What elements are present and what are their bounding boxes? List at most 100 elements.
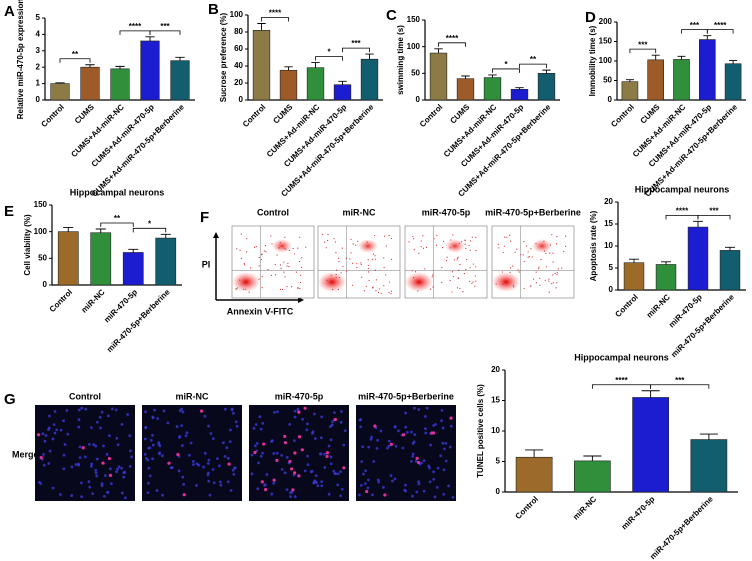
flow-event [431, 276, 433, 278]
nucleus [451, 496, 455, 499]
nucleus [336, 472, 340, 476]
flow-event [433, 238, 435, 240]
error-bar [365, 53, 374, 60]
flow-event [332, 288, 334, 291]
bar [360, 58, 379, 101]
nucleus [128, 434, 132, 438]
flow-event [472, 281, 474, 283]
nucleus [320, 484, 324, 488]
error-bar [63, 226, 74, 232]
flow-event [283, 271, 285, 273]
flow-event [235, 288, 237, 290]
nucleus [62, 467, 66, 471]
tunel-positive [297, 435, 302, 439]
significance-bracket [342, 47, 370, 53]
flow-event [545, 252, 547, 255]
flow-event [280, 268, 282, 270]
flow-event [367, 267, 369, 269]
flow-event [471, 282, 473, 284]
nucleus [275, 410, 279, 414]
nucleus [77, 408, 81, 412]
flow-sample-label: miR-470-5p+Berberine [485, 207, 581, 217]
error-bar [85, 64, 95, 68]
flow-event [429, 288, 432, 290]
flow-event [452, 276, 455, 278]
significance-label: *** [351, 39, 361, 48]
bar [155, 237, 177, 286]
nucleus [226, 480, 230, 484]
y-tick-label: 0 [496, 487, 501, 496]
nucleus [230, 408, 234, 412]
flow-event [366, 241, 368, 243]
nucleus [339, 420, 343, 424]
nucleus [182, 483, 186, 486]
nucleus [120, 423, 124, 426]
nucleus [41, 432, 45, 436]
error-bar [515, 87, 524, 90]
flow-event [549, 252, 551, 254]
flow-event [239, 249, 241, 252]
bar [279, 69, 298, 101]
flow-event [552, 261, 554, 263]
flow-event [443, 240, 445, 242]
nucleus [439, 454, 443, 458]
flow-event [270, 274, 272, 276]
tunel-positive [108, 473, 113, 477]
significance-bracket [681, 29, 708, 34]
nucleus [77, 418, 81, 422]
nucleus [432, 477, 436, 481]
nucleus [151, 457, 154, 461]
error-bar [175, 56, 185, 61]
nucleus [377, 480, 381, 484]
nucleus [161, 493, 164, 497]
flow-event [283, 247, 285, 249]
flow-event [452, 234, 454, 236]
tunel-positive [101, 461, 105, 465]
flow-event [456, 259, 458, 261]
nucleus [65, 409, 69, 412]
flow-event [255, 246, 257, 248]
flow-event [526, 245, 528, 247]
nucleus [66, 432, 70, 436]
flow-event [258, 256, 260, 259]
y-tick-label: 3 [36, 46, 41, 55]
nucleus [257, 461, 260, 465]
flow-event [355, 244, 357, 246]
flow-event [411, 270, 413, 272]
nucleus [80, 495, 84, 499]
x-tick-label: Control [514, 495, 540, 521]
x-tick-label: Control [613, 293, 639, 319]
panel-letter: D [585, 9, 596, 26]
flow-event [459, 287, 461, 290]
flow-event [424, 268, 426, 270]
significance-label: **** [446, 34, 459, 43]
nucleus [409, 430, 413, 434]
significance-bracket [59, 58, 91, 63]
y-tick-label: 5 [36, 13, 41, 22]
significance-bracket [492, 68, 520, 73]
flow-event [509, 267, 512, 269]
flow-event [288, 265, 290, 268]
error-bar [128, 248, 139, 253]
significance-label: **** [615, 376, 628, 385]
flow-event [531, 256, 533, 258]
nucleus [211, 468, 215, 471]
nucleus [336, 483, 340, 487]
flow-event [374, 258, 377, 260]
flow-event [377, 291, 380, 294]
nucleus [203, 451, 207, 455]
nucleus [151, 443, 155, 447]
nucleus [202, 465, 205, 469]
tunel-positive [449, 416, 453, 420]
nucleus [59, 428, 63, 432]
nucleus [411, 452, 415, 456]
tunel-positive [297, 474, 301, 478]
nucleus [313, 437, 317, 440]
flow-event [388, 291, 390, 294]
flow-event [462, 291, 464, 293]
flow-event [458, 242, 460, 244]
flow-event [240, 257, 243, 260]
nucleus [185, 431, 189, 435]
y-tick-label: 200 [599, 17, 613, 26]
